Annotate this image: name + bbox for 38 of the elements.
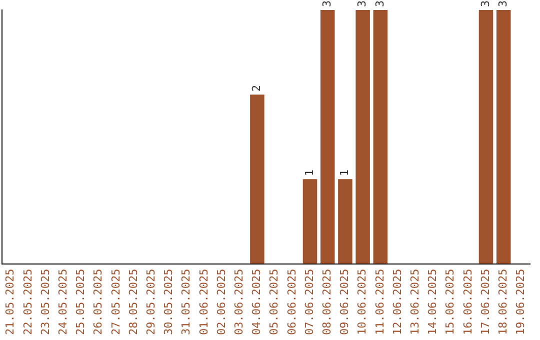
x-tick-label: 19.06.2025 — [514, 268, 528, 336]
data-label: 3 — [373, 0, 386, 7]
x-tick-label: 13.06.2025 — [408, 268, 422, 336]
x-tick-label: 04.06.2025 — [250, 268, 264, 336]
x-tick-label: 30.05.2025 — [162, 268, 176, 336]
x-tick-label: 10.06.2025 — [356, 268, 369, 336]
x-tick-label: 02.06.2025 — [214, 268, 228, 336]
data-label: 2 — [250, 84, 264, 92]
x-tick-label: 15.06.2025 — [444, 268, 457, 336]
x-tick-label: 05.06.2025 — [268, 268, 281, 336]
x-tick-label: 29.05.2025 — [144, 268, 158, 336]
x-tick-label: 23.05.2025 — [38, 268, 52, 336]
x-tick-label: 12.06.2025 — [390, 268, 404, 336]
x-tick-label: 07.06.2025 — [302, 268, 316, 336]
x-tick-label: 28.05.2025 — [126, 268, 140, 336]
x-tick-label: 03.06.2025 — [232, 268, 246, 336]
x-tick-label: 25.05.2025 — [74, 268, 88, 336]
data-label: 1 — [338, 170, 352, 176]
data-label: 3 — [496, 0, 510, 7]
data-label: 3 — [478, 0, 492, 7]
x-tick-label: 17.06.2025 — [478, 268, 492, 336]
x-tick-label: 01.06.2025 — [197, 268, 210, 336]
x-tick-label: 11.06.2025 — [373, 268, 386, 336]
x-tick-label: 16.06.2025 — [461, 268, 474, 336]
x-tick-label: 24.05.2025 — [56, 268, 70, 336]
data-label: 3 — [320, 0, 334, 7]
x-tick-label: 27.05.2025 — [109, 268, 122, 336]
x-tick-label: 31.05.2025 — [180, 268, 193, 336]
x-tick-label: 08.06.2025 — [320, 268, 334, 336]
data-label: 3 — [356, 0, 369, 7]
x-tick-label: 09.06.2025 — [338, 268, 352, 336]
x-tick-label: 14.06.2025 — [426, 268, 440, 336]
data-label: 1 — [302, 170, 316, 176]
x-tick-label: 06.06.2025 — [285, 268, 298, 336]
x-tick-label: 21.05.2025 — [4, 268, 17, 336]
x-tick-label: 26.05.2025 — [92, 268, 105, 336]
x-tick-label: 18.06.2025 — [496, 268, 510, 336]
x-tick-label: 22.05.2025 — [21, 268, 34, 336]
